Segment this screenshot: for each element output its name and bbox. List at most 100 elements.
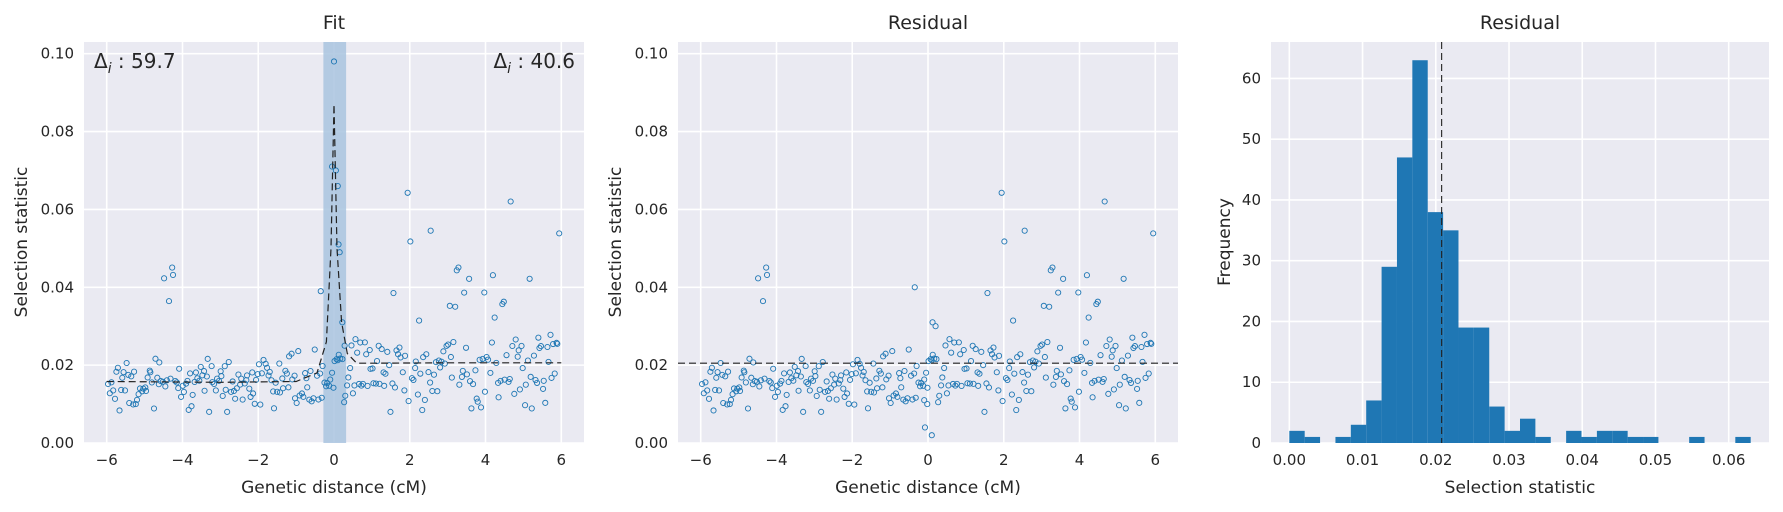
- scatter-point: [1060, 275, 1067, 282]
- scatter-point: [180, 388, 187, 395]
- scatter-point: [477, 404, 485, 411]
- scatter-point: [724, 401, 731, 408]
- scatter-point: [516, 386, 523, 393]
- scatter-point: [262, 360, 269, 367]
- scatter-point: [390, 290, 397, 297]
- scatter-point: [976, 370, 983, 377]
- scatter-point: [335, 241, 342, 248]
- x-tick-label: 0.01: [1346, 451, 1379, 469]
- scatter-point: [866, 379, 873, 386]
- scatter-point: [756, 383, 763, 390]
- scatter-point: [272, 379, 279, 386]
- scatter-point: [786, 369, 793, 376]
- scatter-point: [410, 376, 417, 383]
- scatter-point: [128, 373, 135, 380]
- scatter-point: [816, 386, 823, 393]
- scatter-point: [915, 379, 922, 386]
- scatter-point: [147, 369, 154, 376]
- scatter-point: [736, 387, 744, 395]
- scatter-point: [1052, 373, 1059, 380]
- residual-scatter-title: Residual: [888, 12, 968, 34]
- y-tick-label: 0.06: [635, 200, 668, 218]
- scatter-point: [121, 387, 129, 394]
- scatter-point: [894, 393, 901, 400]
- y-tick-label: 30: [1242, 252, 1261, 270]
- scatter-point: [404, 189, 411, 196]
- scatter-point: [984, 290, 991, 297]
- y-tick-label: 0.10: [41, 45, 74, 63]
- scatter-point: [556, 230, 563, 237]
- x-tick-label: 2: [999, 451, 1009, 469]
- scatter-point: [964, 380, 971, 387]
- scatter-point: [975, 382, 982, 389]
- scatter-point: [1134, 377, 1141, 384]
- scatter-point: [347, 364, 354, 372]
- scatter-point: [341, 342, 348, 349]
- scatter-point: [532, 377, 539, 384]
- scatter-point: [110, 387, 117, 394]
- histogram-bar: [1643, 436, 1659, 443]
- scatter-point: [527, 373, 534, 380]
- scatter-point: [813, 392, 820, 399]
- scatter-point: [348, 342, 355, 349]
- histogram-bar: [1350, 424, 1367, 443]
- scatter-point: [526, 275, 533, 282]
- scatter-point: [981, 408, 988, 415]
- scatter-point: [705, 395, 713, 402]
- scatter-point: [770, 365, 777, 372]
- scatter-point: [1057, 371, 1064, 378]
- scatter-point: [1099, 378, 1106, 385]
- scatter-point: [870, 389, 878, 396]
- scatter-point: [204, 355, 211, 362]
- scatter-point: [1131, 343, 1139, 350]
- residual-gridlines: [678, 42, 1178, 444]
- scatter-point: [993, 369, 1000, 376]
- scatter-point: [1064, 381, 1071, 388]
- scatter-point: [800, 408, 807, 415]
- scatter-point: [370, 380, 377, 387]
- scatter-point: [441, 360, 448, 367]
- scatter-point: [378, 346, 385, 353]
- scatter-point: [423, 351, 430, 358]
- scatter-point: [1055, 289, 1062, 296]
- scatter-point: [488, 339, 495, 346]
- scatter-point: [472, 367, 479, 374]
- scatter-point: [408, 375, 415, 382]
- residual-y-axis-label: Selection statistic: [606, 167, 626, 318]
- scatter-point: [417, 370, 424, 377]
- scatter-point: [208, 363, 215, 370]
- scatter-point: [414, 391, 421, 398]
- scatter-point: [466, 275, 473, 282]
- scatter-point: [330, 58, 338, 65]
- scatter-point: [176, 365, 183, 372]
- scatter-point: [203, 373, 210, 380]
- scatter-point: [929, 319, 936, 326]
- scatter-point: [135, 391, 142, 398]
- scatter-point: [547, 331, 554, 338]
- scatter-point: [921, 397, 928, 404]
- scatter-point: [1130, 344, 1137, 352]
- scatter-point: [265, 372, 272, 379]
- scatter-point: [1083, 272, 1090, 279]
- scatter-point: [233, 385, 240, 392]
- scatter-point: [375, 342, 382, 349]
- scatter-point: [487, 369, 494, 376]
- scatter-point: [169, 271, 177, 278]
- scatter-point: [933, 356, 940, 363]
- scatter-point: [985, 384, 993, 391]
- histogram-bar: [1427, 212, 1444, 443]
- y-tick-label: 0.02: [41, 356, 74, 374]
- scatter-point: [167, 375, 174, 382]
- scatter-point: [736, 384, 743, 391]
- scatter-point: [459, 367, 466, 374]
- scatter-point: [897, 375, 904, 382]
- scatter-point: [535, 334, 542, 341]
- scatter-point: [192, 369, 199, 376]
- scatter-point: [1019, 369, 1026, 376]
- scatter-point: [212, 387, 219, 394]
- histogram-bar: [1612, 430, 1628, 443]
- x-tick-label: −2: [247, 451, 269, 469]
- peak-region: [323, 42, 347, 443]
- scatter-point: [246, 385, 253, 392]
- scatter-point: [856, 360, 863, 367]
